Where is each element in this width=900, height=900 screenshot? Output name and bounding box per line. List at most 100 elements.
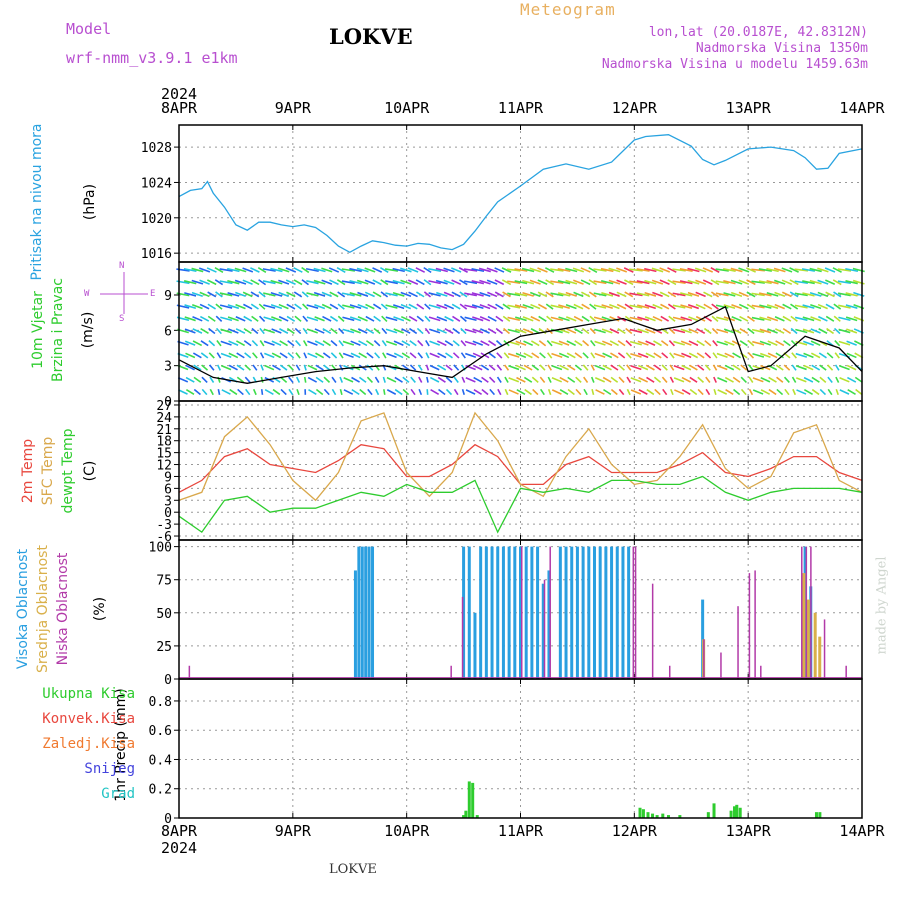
wind-arrow <box>723 328 735 334</box>
wind-arrow <box>783 364 791 371</box>
wind-arrow <box>515 364 526 371</box>
wind-arrow <box>502 291 511 298</box>
wind-arrow <box>372 291 382 298</box>
precipitation-bar-0-15 <box>729 810 733 818</box>
wind-arrow <box>220 364 232 371</box>
legend-zaledj: Zaledj.Kisa <box>42 736 135 752</box>
wind-arrow <box>250 267 260 273</box>
wind-arrow <box>582 352 589 359</box>
wind-arrow <box>834 340 841 347</box>
wind-arrow <box>277 267 290 273</box>
wind-arrow <box>695 303 706 310</box>
wind-arrow <box>342 316 355 322</box>
footer-station: LOKVE <box>329 862 377 877</box>
wind-arrow <box>209 376 215 383</box>
wind-arrow <box>270 304 283 310</box>
wind-arrow <box>215 315 223 322</box>
wind-arrow <box>286 303 296 310</box>
wind-arrow <box>782 327 792 335</box>
wind-arrow <box>408 303 418 310</box>
wind-arrow <box>445 364 453 371</box>
wind-arrow <box>626 376 632 383</box>
lonlat: lon,lat (20.0187E, 42.8312N) <box>648 25 868 40</box>
wind-arrow <box>294 327 302 335</box>
wind-arrow <box>827 388 833 396</box>
wind-arrow <box>630 365 642 371</box>
ytick-label-pressure-1: 1020 <box>141 212 172 227</box>
wind-arrow <box>789 279 799 286</box>
wind-arrow <box>817 267 829 273</box>
wind-arrow <box>625 327 633 335</box>
wind-arrow <box>803 352 814 359</box>
wind-arrow <box>784 388 790 396</box>
wind-arrow <box>286 315 296 322</box>
wind-arrow <box>673 377 685 383</box>
wind-arrow <box>730 279 743 285</box>
wind-arrow <box>514 280 528 285</box>
wind-arrow <box>428 280 441 285</box>
wind-arrow <box>522 304 534 310</box>
wind-arrow <box>653 352 662 359</box>
wind-arrow <box>193 388 201 396</box>
wind-arrow <box>461 376 466 383</box>
wind-arrow <box>488 376 496 383</box>
wind-arrow <box>306 316 319 322</box>
wind-arrow <box>386 389 397 395</box>
wind-arrow <box>689 388 698 396</box>
wind-arrow <box>480 364 490 371</box>
wind-arrow <box>436 304 448 310</box>
wind-arrow <box>660 340 669 347</box>
wind-arrow <box>716 316 729 322</box>
xlabel-top-6: 14APR <box>839 99 885 117</box>
wind-arrow <box>329 291 339 298</box>
wind-arrow <box>711 303 719 310</box>
wind-arrow <box>245 388 251 396</box>
wind-arrow <box>206 279 217 286</box>
wind-arrow <box>575 376 582 383</box>
wind-arrow <box>407 279 419 285</box>
wind-arrow <box>460 340 467 347</box>
clouds-bar-0-0 <box>353 570 357 679</box>
wind-arrow <box>349 279 362 285</box>
wind-arrow <box>508 365 520 371</box>
wind-arrow <box>558 316 570 322</box>
wind-arrow <box>801 268 816 272</box>
wind-arrow <box>315 376 324 383</box>
wind-arrow <box>322 340 331 347</box>
wind-arrow <box>503 364 510 371</box>
wind-arrow <box>790 315 798 322</box>
ytick-label-temperature-4: 6 <box>164 482 172 497</box>
wind-arrow <box>659 267 671 273</box>
wind-arrow <box>591 389 595 395</box>
clouds-bar-2-4 <box>543 579 546 679</box>
wind-arrow <box>305 267 319 273</box>
frame-precipitation <box>178 678 863 819</box>
wind-arrow <box>661 364 668 371</box>
wind-arrow <box>716 352 728 358</box>
wind-arrow <box>802 328 815 334</box>
precipitation-bar-0-10 <box>661 813 665 818</box>
clouds-bar-0-4 <box>367 546 371 679</box>
wind-arrow <box>789 267 799 273</box>
wind-arrow <box>417 340 424 347</box>
clouds-bar-0-3 <box>364 546 368 679</box>
wind-arrow <box>235 328 246 334</box>
wind-arrow <box>436 340 447 347</box>
wind-arrow <box>424 327 431 335</box>
wind-arrow <box>192 340 203 347</box>
wind-arrow <box>382 352 387 359</box>
clouds-bar-0-11 <box>490 546 494 679</box>
wind-arrow <box>670 388 674 396</box>
wind-arrow <box>262 268 276 272</box>
compass-icon <box>100 272 148 314</box>
wind-arrow <box>845 304 858 309</box>
wind-arrow <box>416 327 424 335</box>
wind-arrow <box>217 389 221 395</box>
wind-arrow <box>314 303 326 310</box>
wind-arrow <box>451 303 461 310</box>
wind-arrow <box>583 388 588 396</box>
wind-arrow <box>790 327 798 335</box>
wind-arrow <box>688 340 699 347</box>
wind-arrow <box>669 376 675 383</box>
wind-barbs <box>176 266 865 396</box>
